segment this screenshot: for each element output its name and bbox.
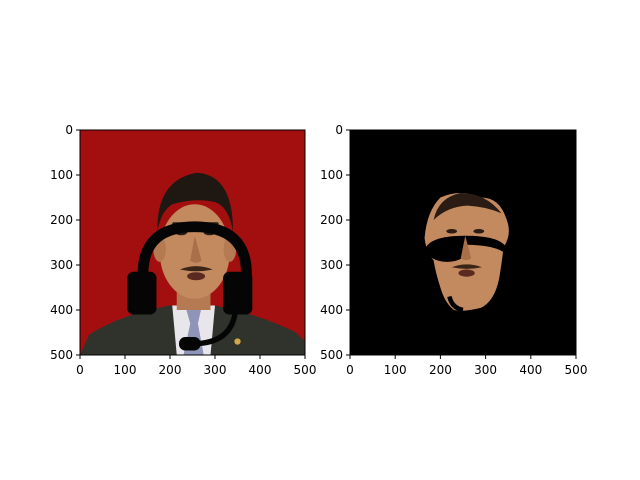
y-tick-label: 300 (320, 258, 343, 272)
x-tick-label: 500 (294, 363, 317, 377)
x-tick-label: 400 (249, 363, 272, 377)
x-tick-label: 500 (565, 363, 588, 377)
masked-nose (460, 235, 472, 261)
masked-headset-blob (426, 239, 468, 262)
x-tick-label: 200 (429, 363, 452, 377)
y-tick-label: 100 (50, 168, 73, 182)
x-tick-label: 100 (114, 363, 137, 377)
headset-right-cup (223, 271, 253, 315)
y-tick-label: 500 (50, 348, 73, 362)
x-tick-label: 200 (159, 363, 182, 377)
y-tick-label: 0 (335, 123, 343, 137)
masked-mouth (458, 269, 475, 277)
lapel-pin (234, 338, 241, 345)
masked-right-eye (473, 229, 485, 234)
right-image-frame (349, 129, 577, 356)
y-tick-label: 200 (320, 213, 343, 227)
mouth (187, 272, 206, 281)
left-image (80, 130, 305, 355)
y-tick-label: 0 (65, 123, 73, 137)
x-tick-label: 400 (519, 363, 542, 377)
masked-left-eye (446, 229, 458, 234)
left-image-frame (79, 129, 306, 356)
x-tick-label: 100 (384, 363, 407, 377)
headset-band (137, 221, 252, 298)
x-tick-label: 0 (346, 363, 354, 377)
x-tick-label: 300 (204, 363, 227, 377)
masked-hair (433, 193, 502, 220)
right-image (350, 130, 576, 355)
headset-mic (179, 337, 201, 351)
headset-left-cup (127, 271, 157, 315)
y-tick-label: 400 (320, 303, 343, 317)
y-tick-label: 400 (50, 303, 73, 317)
hair (157, 172, 233, 232)
y-tick-label: 300 (50, 258, 73, 272)
y-tick-label: 100 (320, 168, 343, 182)
nose (190, 235, 202, 263)
moustache (179, 266, 213, 272)
y-tick-label: 500 (320, 348, 343, 362)
masked-mic-boom (447, 295, 464, 313)
masked-moustache (451, 264, 482, 269)
x-tick-label: 300 (474, 363, 497, 377)
y-tick-label: 200 (50, 213, 73, 227)
x-tick-label: 0 (76, 363, 84, 377)
